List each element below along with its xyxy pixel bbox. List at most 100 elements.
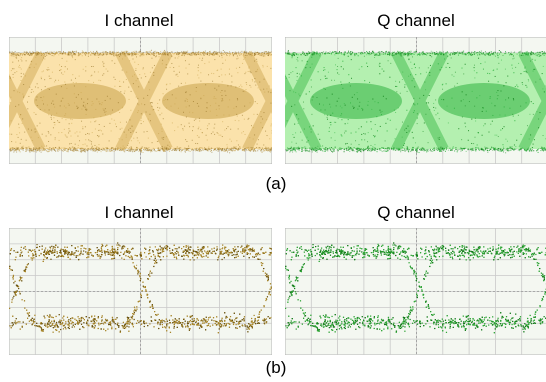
trace-sample [497, 148, 499, 150]
trace-sample [198, 53, 200, 55]
trace-sample [51, 55, 53, 57]
trace-sample [378, 51, 380, 53]
trace-sample [94, 128, 96, 130]
trace-sample [163, 52, 165, 54]
trace-sample [85, 149, 87, 151]
trace-sample [161, 128, 163, 130]
trace-sample [224, 148, 226, 150]
trace-sample [97, 149, 99, 151]
trace-sample [74, 51, 76, 53]
trace-sample [70, 149, 72, 151]
trace-sample [161, 146, 163, 148]
trace-sample [38, 148, 40, 150]
trace-sample [70, 54, 72, 56]
trace-sample [261, 151, 263, 153]
trace-sample [213, 53, 215, 55]
trace-sample [74, 132, 76, 134]
trace-sample [111, 150, 113, 152]
trace-sample [63, 148, 65, 150]
trace-sample [269, 53, 271, 55]
trace-sample [162, 54, 164, 56]
trace-sample [200, 72, 202, 74]
trace-sample [265, 146, 267, 148]
trace-sample [225, 148, 227, 150]
trace-sample [260, 150, 262, 152]
trace-sample [525, 54, 527, 56]
trace-sample [302, 149, 304, 151]
trace-sample [396, 91, 398, 93]
trace-sample [408, 53, 410, 55]
trace-sample [497, 55, 499, 57]
trace-sample [447, 149, 449, 151]
trace-sample [60, 99, 62, 101]
trace-sample [121, 149, 123, 151]
trace-sample [242, 131, 244, 133]
trace-sample [242, 52, 244, 54]
trace-sample [506, 140, 508, 142]
trace-sample [121, 53, 123, 55]
trace-sample [358, 150, 360, 152]
trace-sample [375, 148, 377, 150]
trace-sample [485, 52, 487, 54]
trace-sample [130, 136, 132, 138]
trace-sample [175, 150, 177, 152]
trace-sample [403, 144, 405, 146]
trace-sample [208, 149, 210, 151]
trace-sample [23, 83, 25, 85]
trace-sample [201, 59, 203, 61]
trace-sample [344, 130, 346, 132]
trace-sample [269, 151, 271, 153]
trace-sample [184, 125, 186, 127]
trace-sample [419, 51, 421, 53]
trace-sample [525, 70, 527, 72]
trace-sample [385, 148, 387, 150]
trace-sample [174, 149, 176, 151]
panel-a-q-title: Q channel [377, 11, 455, 30]
trace-sample [43, 147, 45, 149]
trace-sample [426, 149, 428, 151]
trace-sample [210, 133, 212, 135]
trace-sample [204, 52, 206, 54]
trace-sample [497, 95, 499, 97]
trace-sample [131, 54, 133, 56]
trace-sample [177, 52, 179, 54]
trace-sample [43, 55, 45, 57]
trace-sample [176, 54, 178, 56]
trace-sample [146, 149, 148, 151]
trace-sample [208, 146, 210, 148]
trace-sample [98, 147, 100, 149]
trace-sample [194, 54, 196, 56]
trace-sample [75, 54, 77, 56]
trace-sample [27, 128, 29, 130]
trace-sample [363, 148, 365, 150]
trace-sample [532, 70, 534, 72]
trace-sample [523, 52, 525, 54]
trace-sample [100, 130, 102, 132]
trace-sample [366, 121, 368, 123]
trace-sample [89, 140, 91, 142]
trace-sample [298, 93, 300, 95]
trace-sample [88, 52, 90, 54]
trace-sample [174, 103, 176, 105]
trace-sample [296, 53, 298, 55]
trace-sample [313, 148, 315, 150]
trace-sample [313, 53, 315, 55]
trace-sample [148, 51, 150, 53]
trace-sample [108, 53, 110, 55]
trace-sample [474, 148, 476, 150]
trace-sample [134, 52, 136, 54]
trace-sample [101, 54, 103, 56]
trace-sample [161, 52, 163, 54]
trace-sample [141, 103, 143, 105]
trace-sample [170, 105, 172, 107]
trace-sample [62, 149, 64, 151]
trace-sample [219, 148, 221, 150]
trace-sample [378, 148, 380, 150]
trace-sample [390, 62, 392, 64]
trace-sample [236, 98, 238, 100]
trace-sample [496, 134, 498, 136]
trace-sample [230, 148, 232, 150]
trace-sample [158, 140, 160, 142]
trace-sample [201, 132, 203, 134]
trace-sample [30, 52, 32, 54]
